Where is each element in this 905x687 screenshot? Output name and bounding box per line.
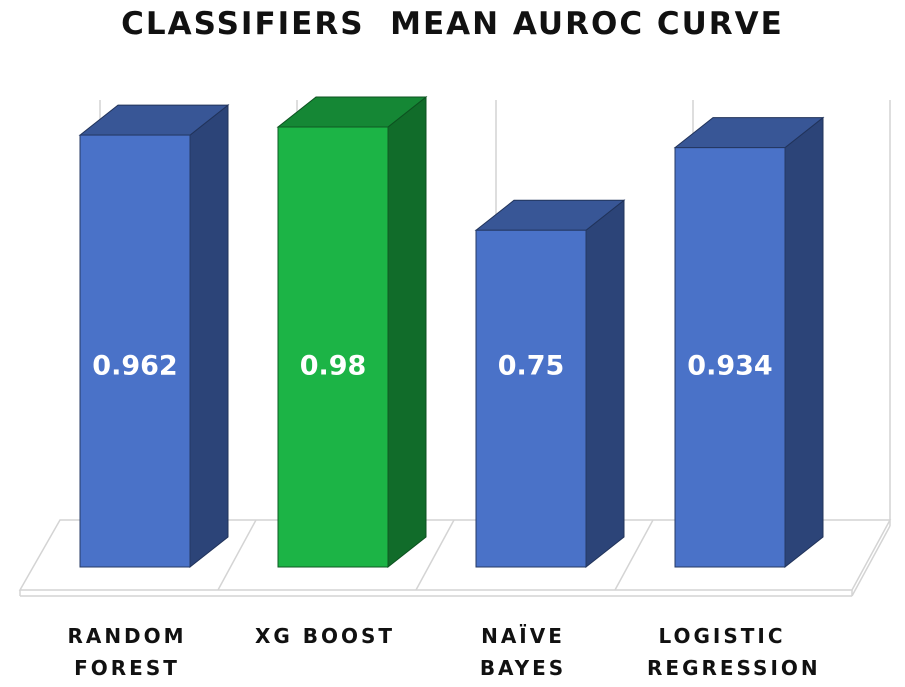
- x-tick-label: RANDOM FOREST: [67, 624, 187, 680]
- value-label: 0.934: [687, 351, 772, 382]
- value-label: 0.98: [300, 351, 367, 382]
- bar: [277, 126, 389, 568]
- chart-title: CLASSIFIERS MEAN AUROC CURVE: [121, 6, 784, 42]
- x-tick-label: NAÏVE BAYES: [479, 624, 567, 680]
- bar-side: [387, 95, 427, 569]
- value-label: 0.962: [92, 351, 177, 382]
- bar: [79, 134, 191, 568]
- bar-side: [784, 116, 824, 569]
- bar: [475, 229, 587, 568]
- x-tick-label: XG BOOST: [254, 624, 396, 648]
- bar: [674, 147, 786, 568]
- bar-side: [585, 199, 625, 569]
- x-tick-label: LOGISTIC REGRESSION: [647, 624, 821, 680]
- value-label: 0.75: [498, 351, 565, 382]
- bar-side: [189, 104, 229, 569]
